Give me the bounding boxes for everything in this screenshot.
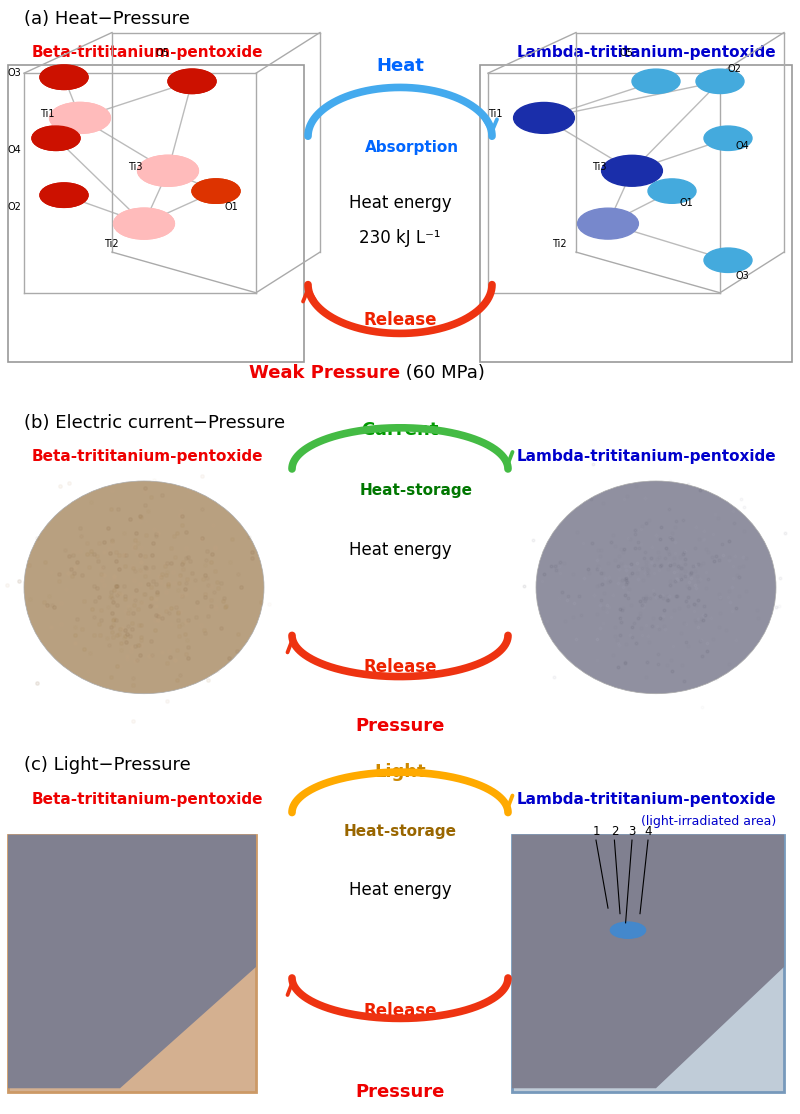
- Text: (light-irradiated area): (light-irradiated area): [641, 815, 776, 828]
- Text: O1: O1: [680, 198, 694, 208]
- Circle shape: [514, 102, 574, 134]
- Circle shape: [40, 183, 88, 207]
- Text: Heat energy: Heat energy: [349, 881, 451, 899]
- Circle shape: [602, 155, 662, 186]
- Text: O3: O3: [8, 68, 22, 78]
- Text: Ti1: Ti1: [40, 109, 54, 119]
- Text: Absorption: Absorption: [365, 140, 459, 155]
- Text: Release: Release: [363, 311, 437, 329]
- Text: O2: O2: [728, 65, 742, 75]
- Text: O1: O1: [224, 203, 238, 213]
- Text: (b) Electric current−Pressure: (b) Electric current−Pressure: [24, 414, 285, 432]
- Circle shape: [648, 179, 696, 204]
- Text: 4: 4: [644, 825, 652, 838]
- Circle shape: [704, 248, 752, 273]
- Bar: [8, 65, 304, 362]
- Text: Pressure: Pressure: [355, 717, 445, 735]
- Circle shape: [632, 69, 680, 94]
- Polygon shape: [512, 834, 784, 1088]
- Ellipse shape: [536, 481, 776, 694]
- Text: Weak Pressure: Weak Pressure: [249, 364, 400, 382]
- Text: Heat energy: Heat energy: [349, 194, 451, 213]
- Text: O4: O4: [8, 146, 22, 156]
- Circle shape: [32, 126, 80, 150]
- Circle shape: [40, 65, 88, 89]
- Text: Heat-storage: Heat-storage: [343, 823, 457, 839]
- Text: (c) Light−Pressure: (c) Light−Pressure: [24, 755, 190, 773]
- Circle shape: [578, 208, 638, 240]
- Text: Beta-trititanium-pentoxide: Beta-trititanium-pentoxide: [32, 792, 263, 808]
- Ellipse shape: [24, 481, 264, 694]
- Text: Ti2: Ti2: [104, 240, 118, 248]
- Text: Release: Release: [363, 657, 437, 676]
- Text: Beta-trititanium-pentoxide: Beta-trititanium-pentoxide: [32, 46, 263, 60]
- Circle shape: [138, 155, 198, 186]
- Circle shape: [40, 183, 88, 207]
- Circle shape: [704, 126, 752, 150]
- Text: (60 MPa): (60 MPa): [400, 364, 485, 382]
- Text: Pressure: Pressure: [355, 1083, 445, 1101]
- Text: Ti1: Ti1: [488, 109, 502, 119]
- Circle shape: [696, 69, 744, 94]
- Bar: [480, 65, 792, 362]
- Circle shape: [192, 179, 240, 204]
- Circle shape: [192, 179, 240, 204]
- Text: O5: O5: [156, 48, 170, 58]
- Circle shape: [50, 102, 110, 134]
- Text: Ti3: Ti3: [128, 162, 142, 172]
- Text: Current: Current: [362, 421, 438, 439]
- Polygon shape: [8, 834, 256, 1088]
- Circle shape: [50, 102, 110, 134]
- Text: Lambda-trititanium-pentoxide: Lambda-trititanium-pentoxide: [516, 792, 776, 808]
- Text: Heat: Heat: [376, 57, 424, 76]
- Text: O4: O4: [736, 141, 750, 152]
- Text: Ti2: Ti2: [552, 240, 566, 248]
- Text: Heat energy: Heat energy: [349, 540, 451, 558]
- Text: 3: 3: [628, 825, 636, 838]
- Circle shape: [114, 208, 174, 240]
- Text: Light: Light: [374, 763, 426, 781]
- Text: Lambda-trititanium-pentoxide: Lambda-trititanium-pentoxide: [516, 46, 776, 60]
- Text: Heat-storage: Heat-storage: [359, 482, 473, 498]
- Circle shape: [32, 126, 80, 150]
- Text: Lambda-trititanium-pentoxide: Lambda-trititanium-pentoxide: [516, 449, 776, 465]
- Circle shape: [168, 69, 216, 94]
- Circle shape: [168, 69, 216, 94]
- Circle shape: [610, 922, 646, 938]
- Text: Ti3: Ti3: [592, 162, 606, 172]
- Circle shape: [138, 155, 198, 186]
- Circle shape: [40, 65, 88, 89]
- Text: Release: Release: [363, 1001, 437, 1020]
- FancyBboxPatch shape: [512, 834, 784, 1092]
- Text: O5: O5: [620, 48, 634, 58]
- Circle shape: [114, 208, 174, 240]
- Text: O2: O2: [8, 203, 22, 213]
- Text: (a) Heat−Pressure: (a) Heat−Pressure: [24, 10, 190, 28]
- Text: 230 kJ L⁻¹: 230 kJ L⁻¹: [359, 228, 441, 247]
- FancyBboxPatch shape: [8, 834, 256, 1092]
- Text: 2: 2: [610, 825, 618, 838]
- Text: O3: O3: [736, 272, 750, 282]
- Text: Beta-trititanium-pentoxide: Beta-trititanium-pentoxide: [32, 449, 263, 465]
- Text: 1: 1: [592, 825, 600, 838]
